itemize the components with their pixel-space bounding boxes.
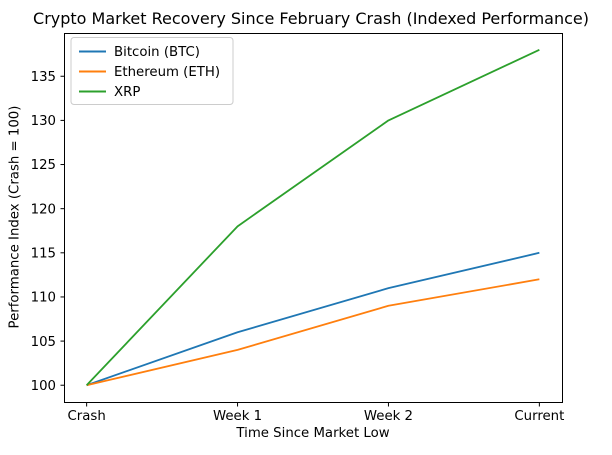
x-tick-label: Crash bbox=[68, 409, 106, 424]
y-tick-label: 125 bbox=[31, 158, 56, 173]
y-tick-label: 135 bbox=[31, 70, 56, 85]
chart-title: Crypto Market Recovery Since February Cr… bbox=[33, 9, 589, 28]
y-axis-label: Performance Index (Crash = 100) bbox=[7, 105, 23, 329]
plot-border bbox=[64, 33, 563, 403]
y-tick-label: 115 bbox=[31, 247, 56, 262]
y-tick-label: 130 bbox=[31, 114, 56, 129]
series-line-2 bbox=[85, 48, 540, 386]
series-line-0 bbox=[86, 251, 540, 387]
x-tick-label: Week 2 bbox=[364, 409, 413, 424]
legend-label-1: Ethereum (ETH) bbox=[114, 65, 220, 80]
legend-label-0: Bitcoin (BTC) bbox=[114, 45, 200, 60]
y-tick-label: 120 bbox=[31, 202, 56, 217]
y-tick-label: 105 bbox=[31, 335, 56, 350]
y-tick-label: 110 bbox=[31, 291, 56, 306]
x-tick-label: Current bbox=[514, 409, 564, 424]
legend-box bbox=[70, 37, 234, 105]
x-axis-label: Time Since Market Low bbox=[236, 426, 390, 441]
series-line-1 bbox=[86, 278, 540, 387]
legend-label-2: XRP bbox=[114, 85, 140, 100]
x-tick-label: Week 1 bbox=[213, 409, 262, 424]
y-tick-label: 100 bbox=[31, 379, 56, 394]
